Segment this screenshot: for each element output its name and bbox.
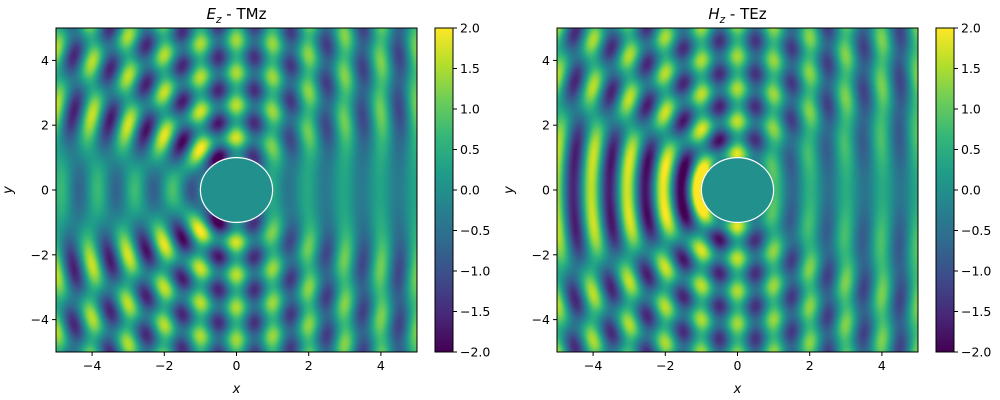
colorbar-tick-label: −0.5 — [460, 223, 490, 238]
cylinder-outline — [199, 157, 274, 224]
y-tick-label: 2 — [41, 118, 49, 133]
colorbar-tick-label: −1.5 — [460, 304, 490, 319]
x-tick-label: −4 — [83, 358, 101, 373]
x-tick-label: 2 — [305, 358, 313, 373]
colorbar-tick-label: 0.5 — [460, 142, 480, 157]
colorbar-tick-label: −2.0 — [460, 345, 490, 360]
y-tick-label: −2 — [31, 247, 49, 262]
colorbar-tick-label: 1.0 — [460, 102, 480, 117]
colorbar-tick-label: 0.0 — [460, 183, 480, 198]
y-axis-label: y — [1, 186, 16, 195]
colorbar-tick-label: −1.0 — [961, 264, 991, 279]
colorbar-tick-label: 1.5 — [460, 61, 480, 76]
colorbar — [435, 28, 453, 352]
chart-title: Ez - TMz — [207, 5, 267, 26]
colorbar-tick-label: 0.0 — [961, 183, 981, 198]
chart-panel-2: −4 −2 0 2 4 −4 −2 0 2 4 x y Hz - TEz 2.0 1.5 1.0 0.5 0.0 −… — [502, 5, 991, 397]
colorbar — [936, 28, 954, 352]
colorbar-tick-label: 1.5 — [961, 61, 981, 76]
chart-title: Hz - TEz — [708, 5, 766, 26]
x-tick-label: 2 — [806, 358, 814, 373]
y-tick-label: −4 — [31, 312, 49, 327]
y-tick-label: 2 — [542, 118, 550, 133]
x-axis-label: x — [733, 382, 742, 397]
colorbar-tick-label: 0.5 — [961, 142, 981, 157]
y-tick-label: 4 — [542, 53, 550, 68]
heatmap-field — [56, 28, 417, 352]
colorbar-tick-label: −0.5 — [961, 223, 991, 238]
x-tick-label: −4 — [584, 358, 602, 373]
y-tick-label: 4 — [41, 53, 49, 68]
y-tick-label: −2 — [532, 247, 550, 262]
y-tick-label: −4 — [532, 312, 550, 327]
colorbar-tick-label: −2.0 — [961, 345, 991, 360]
y-tick-label: 0 — [41, 183, 49, 198]
colorbar-tick-label: 1.0 — [961, 102, 981, 117]
colorbar-tick-label: 2.0 — [460, 21, 480, 36]
colorbar-tick-label: −1.0 — [460, 264, 490, 279]
x-tick-label: 0 — [734, 358, 742, 373]
cylinder-outline — [700, 157, 775, 224]
x-axis-label: x — [232, 382, 241, 397]
heatmap-field — [557, 28, 918, 352]
y-axis-label: y — [502, 186, 517, 195]
x-tick-label: −2 — [656, 358, 674, 373]
x-tick-label: 4 — [377, 358, 385, 373]
x-tick-label: 4 — [878, 358, 886, 373]
y-tick-label: 0 — [542, 183, 550, 198]
x-tick-label: −2 — [155, 358, 173, 373]
colorbar-tick-label: 2.0 — [961, 21, 981, 36]
colorbar-tick-label: −1.5 — [961, 304, 991, 319]
chart-panel-1: −4 −2 0 2 4 −4 −2 0 2 4 x y Ez - TMz 2.0 1.5 1.0 0.5 0.0 −… — [1, 5, 490, 397]
x-tick-label: 0 — [233, 358, 241, 373]
